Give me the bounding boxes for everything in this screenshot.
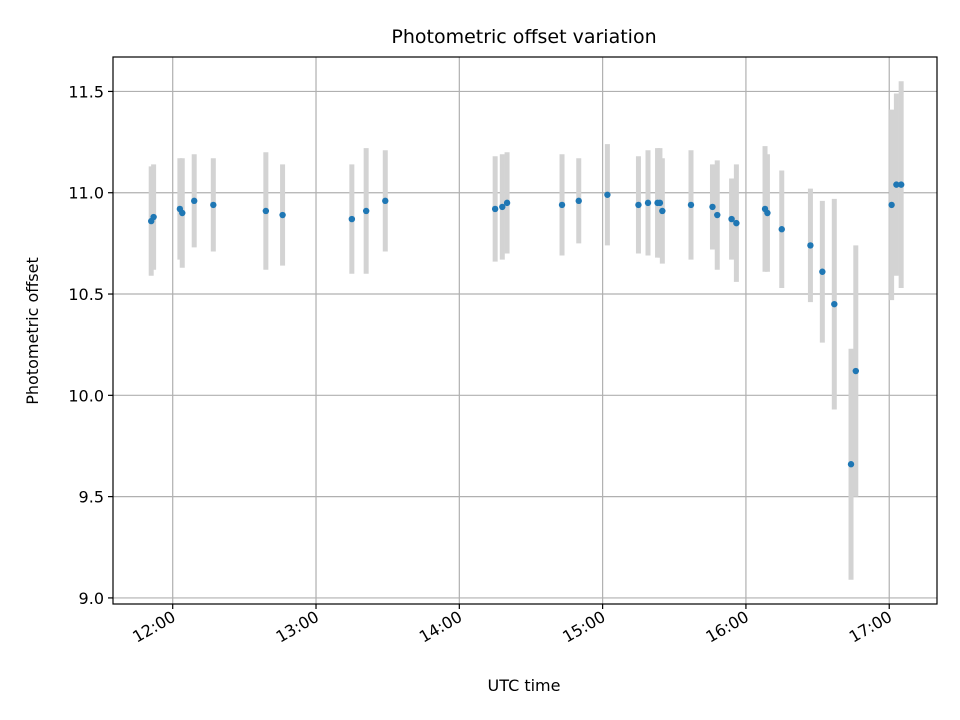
y-tick-label: 11.0	[68, 184, 104, 203]
y-tick-label: 9.5	[79, 488, 104, 507]
data-point	[362, 207, 370, 215]
data-point	[764, 209, 771, 217]
y-tick-label: 10.5	[68, 285, 104, 304]
data-point	[279, 211, 286, 219]
chart-title: Photometric offset variation	[391, 26, 656, 48]
data-point	[635, 201, 642, 209]
data-point	[778, 226, 785, 233]
data-point	[656, 199, 664, 207]
data-points	[148, 181, 905, 468]
x-tick-label: 14:00	[416, 607, 465, 647]
data-point	[807, 242, 814, 249]
y-axis-label: Photometric offset	[23, 257, 42, 405]
data-point	[728, 215, 735, 223]
data-point	[847, 461, 855, 468]
data-point	[503, 199, 511, 207]
data-point	[382, 197, 389, 205]
data-point	[852, 367, 859, 375]
data-point	[499, 203, 506, 211]
plot-frame	[112, 56, 938, 605]
data-point	[831, 300, 838, 308]
data-point	[714, 211, 721, 219]
y-tick-label: 11.5	[68, 82, 104, 101]
grid	[113, 57, 937, 604]
data-point	[575, 197, 582, 205]
y-tick-label: 9.0	[79, 589, 104, 608]
data-point	[897, 181, 905, 188]
data-point	[819, 268, 826, 275]
x-tick-label: 16:00	[702, 607, 751, 647]
data-point	[210, 201, 217, 209]
data-point	[659, 207, 666, 215]
x-tick-label: 17:00	[846, 607, 895, 647]
data-point	[558, 201, 566, 209]
data-point	[262, 207, 270, 215]
x-tick-label: 15:00	[559, 607, 608, 647]
data-point	[709, 203, 716, 211]
data-point	[491, 205, 499, 213]
x-tick-label: 12:00	[129, 607, 178, 647]
data-point	[687, 201, 695, 209]
x-axis-label: UTC time	[488, 676, 561, 695]
y-tick-label: 10.0	[68, 386, 104, 405]
data-point	[644, 199, 652, 207]
y-axis-ticks: 9.0 9.5 10.0 10.5 11.0 11.5	[68, 82, 113, 608]
data-point	[348, 215, 356, 223]
data-point	[893, 181, 900, 188]
data-point	[604, 191, 611, 198]
x-tick-label: 13:00	[273, 607, 322, 647]
x-axis-ticks: 12:00 13:00 14:00 15:00 16:00 17:00	[129, 604, 895, 647]
data-point	[733, 219, 740, 227]
data-point	[150, 213, 157, 221]
data-point	[191, 197, 198, 205]
data-point	[888, 201, 895, 209]
error-bars	[148, 81, 904, 580]
data-point	[179, 209, 186, 217]
